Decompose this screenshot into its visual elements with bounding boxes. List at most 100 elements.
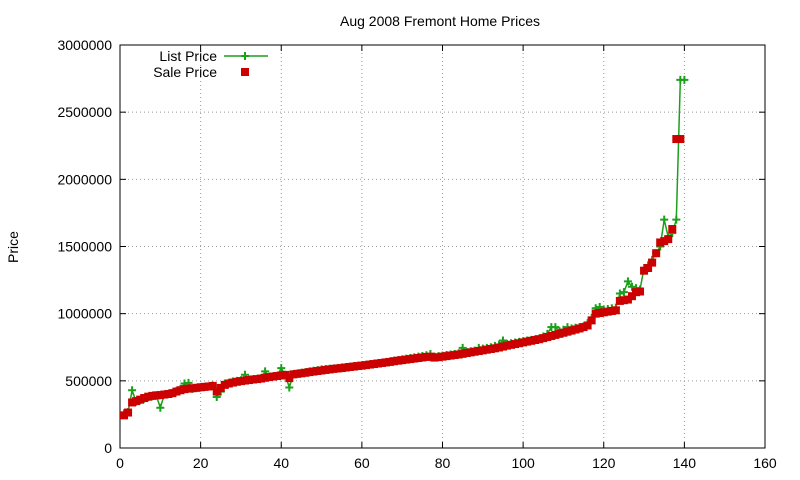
x-tick-label: 40 <box>273 455 289 471</box>
sale-price-point <box>523 337 532 346</box>
sale-price-point <box>345 362 354 371</box>
sale-price-point <box>309 367 318 376</box>
sale-price-point <box>446 351 455 360</box>
sale-price-point <box>668 225 677 234</box>
list-price-point <box>128 386 137 395</box>
sale-price-point <box>458 349 467 358</box>
list-price-point <box>627 282 636 291</box>
sale-price-point <box>535 335 544 344</box>
sale-price-point <box>462 349 471 358</box>
sale-price-point <box>503 341 511 350</box>
sale-price-point <box>120 411 129 420</box>
sale-price-point <box>656 238 665 247</box>
sale-price-point <box>208 381 217 390</box>
sale-price-point <box>390 357 399 366</box>
sale-price-point <box>144 392 153 401</box>
sale-price-point <box>168 389 177 398</box>
sale-price-point <box>648 258 657 267</box>
sale-price-point <box>559 328 568 337</box>
sale-price-point <box>261 373 270 382</box>
sale-price-point <box>240 376 249 385</box>
sale-price-point <box>450 351 459 360</box>
sale-price-point <box>519 338 528 347</box>
legend-marker-list-price <box>241 52 249 60</box>
sale-price-point <box>426 352 435 361</box>
legend-marker-sale-price <box>241 68 249 76</box>
sale-price-point <box>551 330 560 339</box>
sale-price-point <box>527 336 536 345</box>
list-price-point <box>672 215 681 224</box>
list-price-point <box>615 289 624 298</box>
sale-price-point <box>603 307 612 316</box>
sale-price-point <box>466 348 475 357</box>
sale-price-point <box>313 367 322 376</box>
y-tick-label: 500000 <box>65 373 112 389</box>
sale-price-point <box>192 383 201 392</box>
sale-price-point <box>285 374 294 383</box>
sale-price-point <box>188 384 197 393</box>
sale-price-point <box>632 288 640 297</box>
y-tick-label: 0 <box>104 440 112 456</box>
sale-price-point <box>636 287 645 296</box>
sale-price-point <box>644 263 653 272</box>
sale-price-point <box>216 383 225 392</box>
sale-price-point <box>611 306 620 315</box>
grid-lines <box>120 45 765 448</box>
sale-price-point <box>196 383 205 392</box>
sale-price-point <box>369 360 378 369</box>
sale-price-point <box>152 391 161 400</box>
legend-label-sale-price: Sale Price <box>153 64 217 80</box>
sale-price-point <box>511 340 520 349</box>
chart-title: Aug 2008 Fremont Home Prices <box>340 13 540 29</box>
sale-price-point <box>531 335 540 344</box>
sale-price-point <box>204 382 213 391</box>
list-price-point <box>277 364 286 373</box>
sale-price-point <box>301 368 310 377</box>
sale-price-point <box>172 387 181 396</box>
y-tick-label: 1500000 <box>57 239 112 255</box>
sale-price-point <box>156 391 165 400</box>
sale-price-point <box>430 353 439 362</box>
sale-price-point <box>329 364 338 373</box>
sale-price-point <box>212 387 221 396</box>
sale-price-point <box>293 369 302 378</box>
sale-price-point <box>640 266 649 275</box>
sale-price-point <box>386 357 395 366</box>
sale-price-point <box>615 296 624 305</box>
sale-price-point <box>333 364 342 373</box>
sale-price-point <box>515 339 524 348</box>
x-tick-label: 0 <box>116 455 124 471</box>
sale-price-point <box>305 368 314 377</box>
sale-price-point <box>490 344 499 353</box>
sale-price-point <box>249 375 258 384</box>
sale-price-point <box>321 365 330 374</box>
sale-price-point <box>136 395 145 404</box>
sale-price-point <box>297 369 306 378</box>
x-tick-label: 60 <box>354 455 370 471</box>
sale-price-point <box>200 382 209 391</box>
x-tick-label: 120 <box>592 455 616 471</box>
sale-price-point <box>410 354 419 363</box>
y-tick-label: 1000000 <box>57 306 112 322</box>
sale-price-point <box>575 324 584 333</box>
sale-price-point <box>454 350 463 359</box>
y-tick-label: 2000000 <box>57 171 112 187</box>
sale-price-point <box>470 347 479 356</box>
sale-price-point <box>539 334 548 343</box>
sale-price-point <box>474 347 483 356</box>
sale-price-point <box>140 394 149 403</box>
sale-price-point <box>398 356 407 365</box>
sale-price-point <box>434 353 443 362</box>
sale-price-point <box>184 384 193 393</box>
sale-price-point <box>579 323 588 332</box>
sale-price-point <box>595 308 604 317</box>
sale-price-point <box>361 361 370 370</box>
list-price-point <box>285 383 294 392</box>
sale-price-point <box>414 353 423 362</box>
list-price-point <box>619 288 628 297</box>
sale-price-point <box>269 372 278 381</box>
sale-price-point <box>257 374 266 383</box>
sale-price-point <box>619 296 628 305</box>
sale-price-point <box>164 389 173 398</box>
